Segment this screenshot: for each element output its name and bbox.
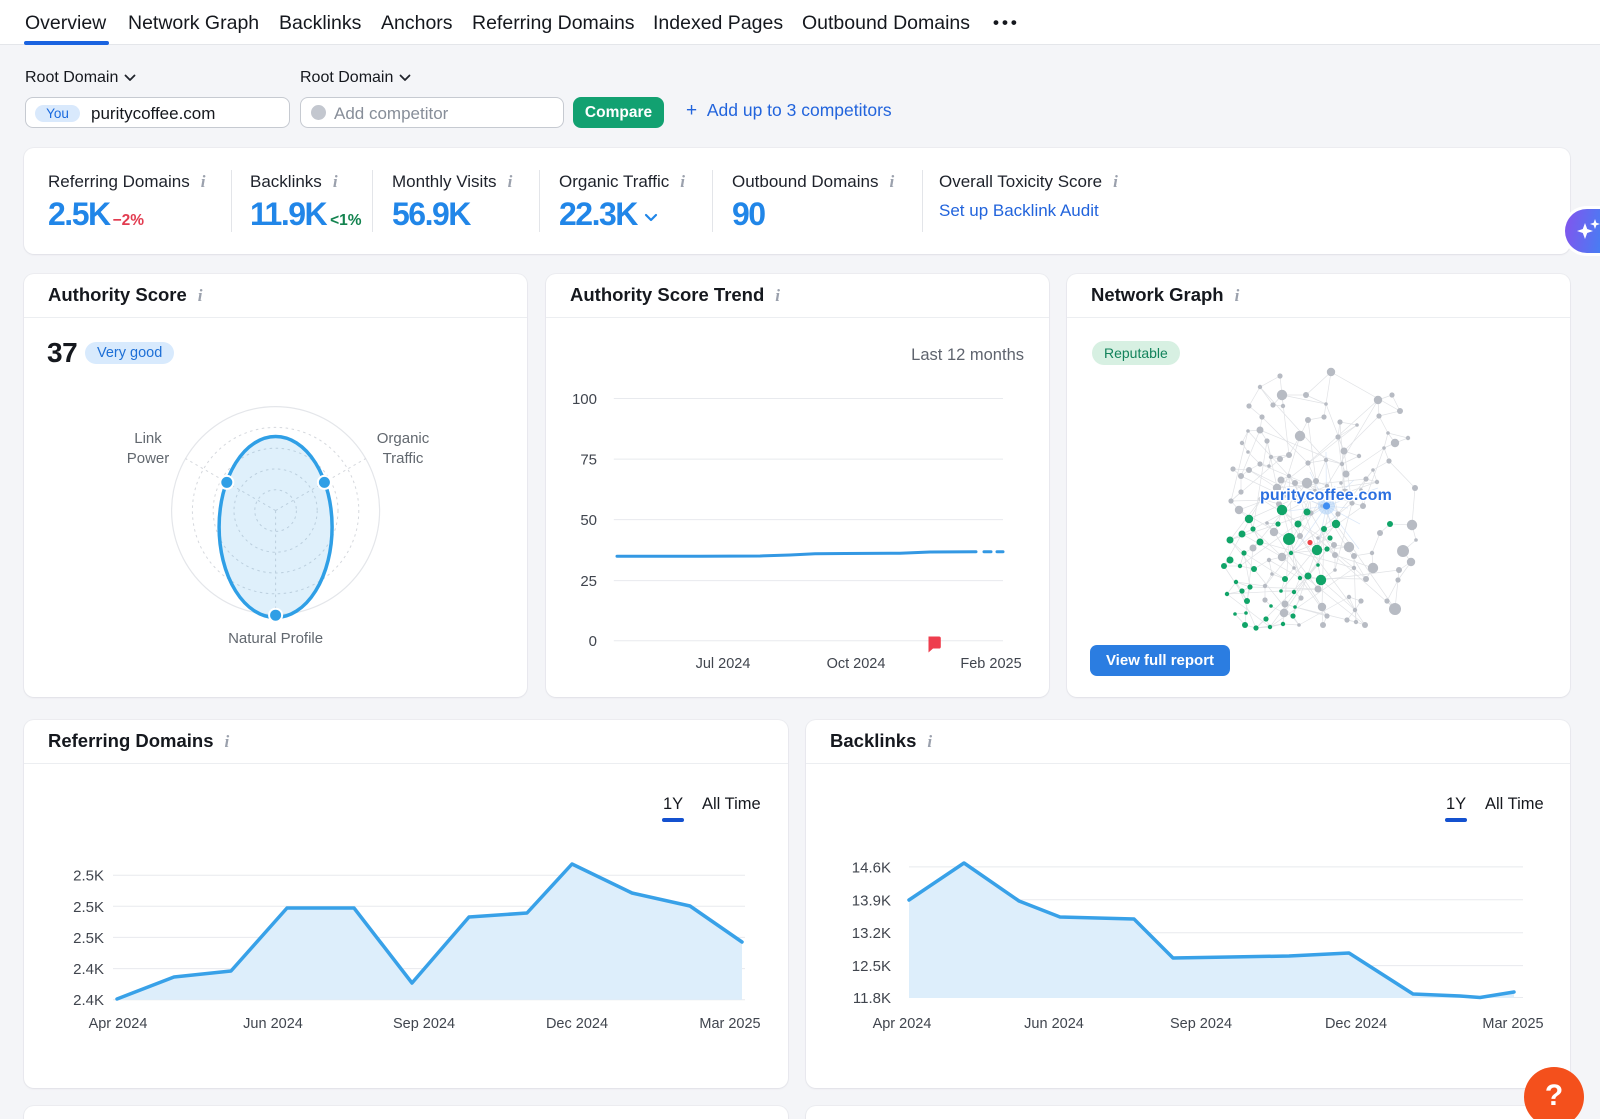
svg-text:Dec 2024: Dec 2024 (546, 1016, 608, 1032)
svg-text:Natural Profile: Natural Profile (228, 630, 323, 647)
svg-text:Mar 2025: Mar 2025 (699, 1016, 760, 1032)
svg-text:Sep 2024: Sep 2024 (393, 1016, 455, 1032)
svg-text:Traffic: Traffic (383, 450, 424, 467)
svg-text:Mar 2025: Mar 2025 (1482, 1016, 1543, 1032)
svg-text:75: 75 (580, 452, 597, 469)
svg-text:0: 0 (589, 633, 597, 650)
svg-text:Power: Power (127, 450, 170, 467)
svg-text:Sep 2024: Sep 2024 (1170, 1016, 1232, 1032)
svg-text:Feb 2025: Feb 2025 (960, 656, 1021, 672)
svg-text:2.5K: 2.5K (73, 899, 104, 916)
svg-text:13.2K: 13.2K (852, 925, 891, 942)
svg-text:Apr 2024: Apr 2024 (873, 1016, 932, 1032)
svg-text:puritycoffee.com: puritycoffee.com (1260, 487, 1392, 504)
svg-text:Organic: Organic (377, 430, 430, 447)
svg-text:Jul 2024: Jul 2024 (696, 656, 751, 672)
svg-text:2.5K: 2.5K (73, 930, 104, 947)
svg-text:13.9K: 13.9K (852, 892, 891, 909)
svg-text:50: 50 (580, 512, 597, 529)
svg-text:25: 25 (580, 573, 597, 590)
svg-text:Jun 2024: Jun 2024 (243, 1016, 303, 1032)
svg-text:Apr 2024: Apr 2024 (89, 1016, 148, 1032)
svg-text:Last 12 months: Last 12 months (911, 346, 1024, 364)
svg-text:Oct 2024: Oct 2024 (827, 656, 886, 672)
svg-text:2.5K: 2.5K (73, 868, 104, 885)
svg-text:2.4K: 2.4K (73, 961, 104, 978)
svg-text:12.5K: 12.5K (852, 958, 891, 975)
svg-text:Link: Link (134, 430, 162, 447)
svg-text:11.8K: 11.8K (853, 990, 891, 1007)
svg-text:Dec 2024: Dec 2024 (1325, 1016, 1387, 1032)
svg-text:100: 100 (572, 391, 597, 408)
svg-text:Jun 2024: Jun 2024 (1024, 1016, 1084, 1032)
svg-text:2.4K: 2.4K (73, 992, 104, 1009)
svg-text:14.6K: 14.6K (852, 859, 891, 876)
